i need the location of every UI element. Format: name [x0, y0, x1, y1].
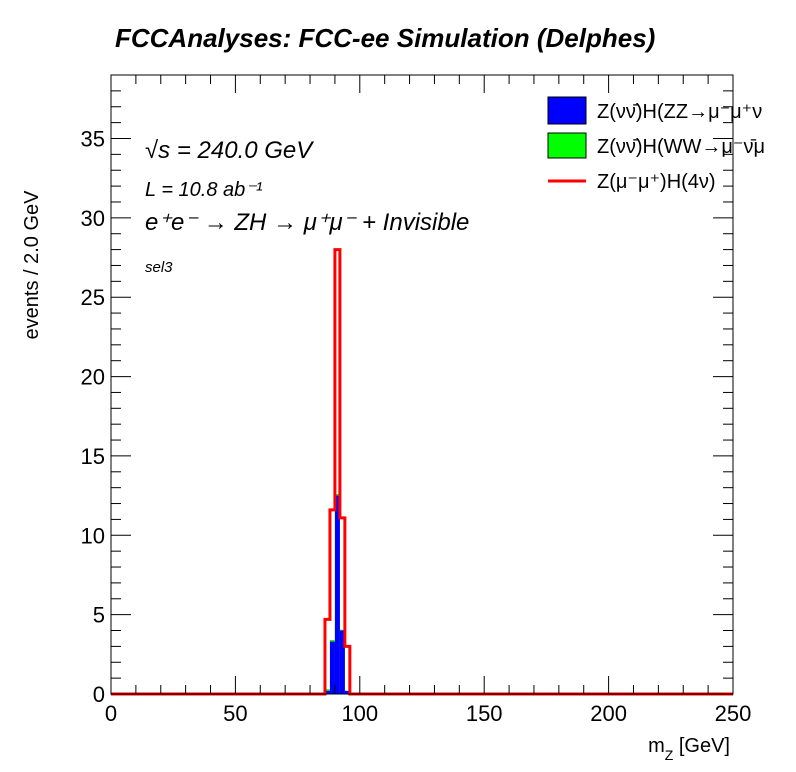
- y-tick-label: 5: [93, 603, 105, 628]
- process-label: e⁺e⁻ → ZH → μ⁺μ⁻ + Invisible: [145, 209, 469, 236]
- hist-bin-fill: [329, 641, 335, 694]
- line-series: [111, 248, 733, 696]
- x-tick-label: 200: [590, 701, 627, 726]
- sqrt-s-label: √s = 240.0 GeV: [145, 137, 314, 164]
- y-axis-title: events / 2.0 GeV: [21, 190, 43, 340]
- hist-bin-fill: [334, 495, 340, 694]
- y-tick-label: 0: [93, 682, 105, 707]
- chart-title: FCCAnalyses: FCC-ee Simulation (Delphes): [115, 23, 655, 53]
- selection-label: sel3: [145, 259, 173, 276]
- x-tick-label: 50: [223, 701, 247, 726]
- legend-swatch-ww: [547, 132, 587, 159]
- x-tick-label: 150: [466, 701, 503, 726]
- y-tick-label: 25: [81, 285, 105, 310]
- legend-label-zz: Z(νν̄)H(ZZ→μ⁻μ⁺ν: [597, 101, 762, 123]
- hist-bin-fill: [344, 690, 350, 694]
- legend-label-4nu: Z(μ⁻μ⁺)H(4ν): [597, 171, 716, 193]
- x-tick-label: 100: [341, 701, 378, 726]
- y-tick-label: 15: [81, 444, 105, 469]
- legend: Z(νν̄)H(ZZ→μ⁻μ⁺ν Z(νν̄)H(WW→μ⁻ν̄μ Z(μ⁻μ⁺…: [547, 96, 765, 193]
- x-axis-title: mZ [GeV]: [648, 735, 730, 763]
- legend-label-ww: Z(νν̄)H(WW→μ⁻ν̄μ: [597, 136, 765, 158]
- hist-bin-fill: [339, 630, 345, 694]
- x-tick-label: 0: [105, 701, 117, 726]
- stacked-fills: [324, 494, 350, 694]
- line-series-path: [111, 248, 733, 696]
- plot-frame: [110, 74, 734, 695]
- y-tick-label: 20: [81, 365, 105, 390]
- hist-bin-fill: [324, 690, 330, 694]
- y-tick-label: 35: [81, 126, 105, 151]
- y-tick-label: 10: [81, 523, 105, 548]
- plot-area-border: [110, 74, 734, 695]
- y-tick-label: 30: [81, 206, 105, 231]
- lumi-label: L = 10.8 ab⁻¹: [145, 179, 263, 201]
- x-tick-label: 250: [715, 701, 752, 726]
- annotations: √s = 240.0 GeV L = 10.8 ab⁻¹ e⁺e⁻ → ZH →…: [145, 137, 469, 276]
- legend-swatch-zz: [547, 96, 587, 125]
- axis-ticks: 0 50 100 150 200 250 0 5 10 15 20 25 30 35: [81, 74, 752, 726]
